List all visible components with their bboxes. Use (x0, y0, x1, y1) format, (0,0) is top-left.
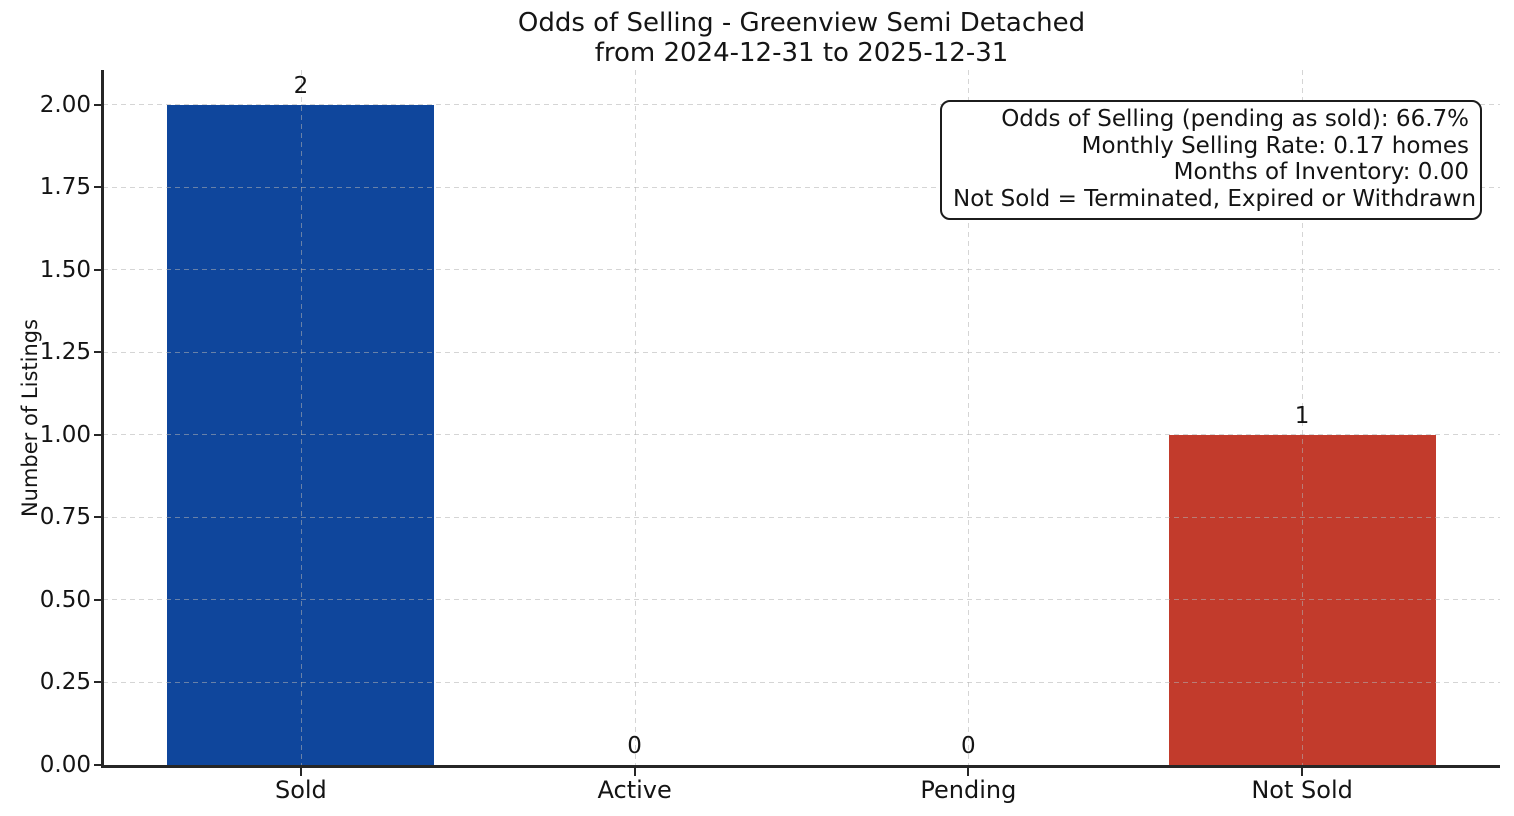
h-gridline (103, 516, 1500, 518)
y-tick-mark (94, 268, 103, 271)
h-gridline (103, 186, 1500, 188)
h-gridline (103, 434, 1500, 436)
annotation-not-sold-definition: Not Sold = Terminated, Expired or Withdr… (953, 185, 1477, 212)
y-tick-mark (94, 103, 103, 106)
y-axis-spine (101, 70, 104, 767)
x-tick-label-active: Active (597, 776, 672, 804)
annotation-monthly-selling-rate: Monthly Selling Rate: 0.17 homes (1081, 132, 1469, 159)
x-tick-label-sold: Sold (274, 776, 327, 804)
value-label-sold: 2 (293, 72, 309, 99)
y-tick-label: 0.00 (39, 752, 91, 778)
stats-annotation-box: Odds of Selling (pending as sold): 66.7%… (940, 100, 1482, 220)
x-tick-mark (633, 767, 636, 776)
value-label-not-sold: 1 (1294, 402, 1310, 429)
h-gridline (103, 599, 1500, 601)
value-label-pending: 0 (961, 733, 976, 759)
y-tick-mark (94, 351, 103, 354)
x-tick-mark (967, 767, 970, 776)
y-tick-label: 1.00 (39, 421, 91, 448)
x-tick-label-not-sold: Not Sold (1251, 776, 1353, 804)
y-tick-label: 2.00 (39, 91, 91, 118)
y-tick-mark (94, 516, 103, 519)
y-tick-mark (94, 764, 103, 766)
y-tick-label: 1.25 (39, 339, 91, 366)
y-tick-label: 0.25 (39, 669, 91, 696)
y-tick-mark (94, 433, 103, 436)
y-tick-label: 1.50 (39, 256, 91, 283)
v-gridline (300, 70, 302, 765)
y-tick-label: 0.50 (39, 586, 91, 613)
y-tick-mark (94, 186, 103, 189)
h-gridline (103, 269, 1500, 271)
x-axis-spine (101, 765, 1500, 768)
chart-title: Odds of Selling - Greenview Semi Detache… (103, 8, 1500, 68)
h-gridline (103, 681, 1500, 683)
annotation-odds-of-selling: Odds of Selling (pending as sold): 66.7% (1001, 106, 1469, 132)
v-gridline (1302, 70, 1304, 765)
x-tick-mark (299, 767, 302, 776)
chart-title-line2: from 2024-12-31 to 2025-12-31 (594, 38, 1009, 68)
x-tick-label-pending: Pending (920, 776, 1017, 804)
value-label-active: 0 (627, 733, 642, 759)
y-tick-mark (94, 681, 103, 684)
v-gridline (968, 70, 970, 765)
annotation-months-of-inventory: Months of Inventory: 0.00 (1173, 159, 1469, 185)
v-gridline (634, 70, 636, 765)
chart-title-line1: Odds of Selling - Greenview Semi Detache… (517, 8, 1086, 38)
y-tick-label: 1.75 (39, 174, 91, 201)
y-tick-label: 0.75 (39, 504, 91, 531)
h-gridline (103, 104, 1500, 106)
x-tick-mark (1301, 767, 1304, 776)
y-tick-mark (94, 598, 103, 601)
h-gridline (103, 351, 1500, 353)
